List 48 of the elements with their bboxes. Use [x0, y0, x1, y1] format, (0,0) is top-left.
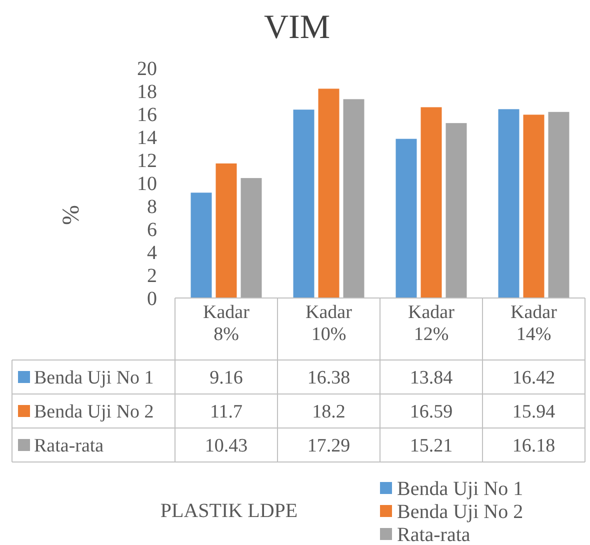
bar: [343, 99, 364, 298]
bar: [216, 163, 237, 298]
x-tick-label: Kadar 8%: [203, 302, 250, 345]
bar: [548, 112, 570, 298]
data-label: 16.18: [512, 436, 556, 457]
bar: [190, 192, 212, 298]
data-label: 16.38: [307, 368, 350, 389]
bar: [523, 114, 544, 298]
y-tick-label: 10: [137, 173, 157, 195]
x-tick-label: Kadar 14%: [510, 302, 558, 345]
y-tick-label: 20: [137, 58, 157, 80]
text: Benda Uji No 2: [397, 501, 524, 523]
data-label: 17.29: [307, 436, 350, 457]
data-label: 11.7: [210, 402, 243, 423]
bar: [420, 107, 442, 298]
y-tick-label: 18: [137, 81, 157, 103]
y-tick-label: 8: [147, 196, 157, 218]
text: Benda Uji No 1: [397, 478, 524, 500]
y-tick-label: 16: [137, 104, 157, 126]
data-label: 16.42: [512, 368, 556, 389]
bar: [498, 109, 520, 298]
data-label: 15.94: [512, 402, 556, 423]
text: PLASTIK LDPE: [160, 500, 298, 522]
bar: [293, 110, 314, 298]
y-tick-label: 0: [147, 288, 157, 310]
data-label: 15.21: [410, 436, 453, 457]
legend-label: Rata-rata: [34, 436, 104, 457]
y-tick-label: 4: [147, 242, 157, 264]
legend-label: Benda Uji No 2: [34, 402, 154, 423]
y-tick-label: 2: [147, 265, 157, 287]
y-tick-label: 14: [137, 127, 157, 149]
x-tick-label: Kadar 12%: [408, 302, 456, 345]
x-tick-label: Kadar 10%: [306, 302, 353, 345]
bar: [240, 178, 262, 298]
legend-label: Benda Uji No 1: [34, 368, 154, 389]
bar: [318, 88, 340, 298]
data-label: 18.2: [312, 402, 346, 423]
y-axis-title: %: [58, 205, 84, 225]
data-label: 9.16: [210, 368, 243, 389]
bar: [446, 123, 467, 298]
chart-title: VIM: [264, 9, 330, 46]
bar: [396, 138, 417, 298]
text: Rata-rata: [397, 524, 470, 545]
data-label: 13.84: [410, 368, 454, 389]
data-label: 10.43: [204, 436, 248, 457]
y-tick-label: 6: [147, 219, 157, 241]
data-label: 16.59: [410, 402, 453, 423]
y-tick-label: 12: [137, 150, 157, 172]
